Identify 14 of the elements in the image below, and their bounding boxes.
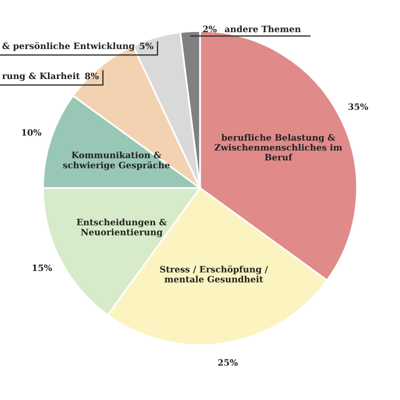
slice-label: berufliche Belastung & Zwischenmenschliches im Beruf bbox=[214, 134, 342, 160]
data-label: 2% bbox=[203, 26, 217, 32]
data-label: 35% bbox=[348, 103, 368, 110]
slice-label: Stress / Erschöpfung / mentale Gesundheit bbox=[160, 266, 268, 282]
slice-label: rung & Klarheit bbox=[2, 72, 80, 81]
data-label: 25% bbox=[218, 359, 238, 366]
slice-label: & persönliche Entwicklung bbox=[2, 42, 135, 51]
data-label: 5% bbox=[140, 42, 154, 50]
slice-label: andere Themen bbox=[224, 26, 301, 32]
data-label: 15% bbox=[32, 264, 52, 272]
slice-label: Entscheidungen & Neuorientierung bbox=[76, 218, 167, 238]
slice-label: Kommunikation & schwierige Gespräche bbox=[63, 151, 170, 170]
data-label: 10% bbox=[22, 129, 42, 136]
data-label: 8% bbox=[84, 72, 99, 80]
